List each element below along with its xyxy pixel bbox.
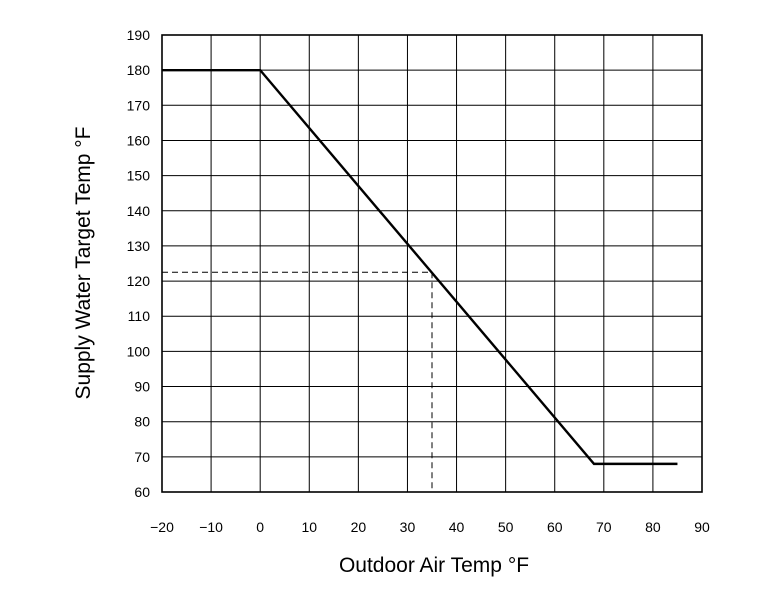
x-tick-label: 30 (400, 519, 416, 535)
series-layer (162, 68, 678, 466)
x-tick-label: 90 (694, 519, 710, 535)
y-tick-label: 70 (134, 449, 150, 465)
y-tick-label: 190 (127, 27, 151, 43)
y-tick-label: 180 (127, 62, 151, 78)
x-tick-label: 80 (645, 519, 661, 535)
x-tick-label: 70 (596, 519, 612, 535)
x-tick-labels: −20 −10 0 10 20 30 40 50 60 70 80 90 (150, 519, 710, 535)
y-tick-label: 150 (127, 168, 151, 184)
y-tick-label: 60 (134, 484, 150, 500)
y-tick-label: 170 (127, 97, 151, 113)
x-tick-label: 0 (256, 519, 264, 535)
x-tick-label: −20 (150, 519, 174, 535)
series-line (162, 68, 678, 466)
y-tick-label: 140 (127, 203, 151, 219)
y-tick-label: 130 (127, 238, 151, 254)
y-tick-labels: 190 180 170 160 150 140 130 120 110 100 90 80 70 60 (127, 27, 151, 500)
x-tick-label: 20 (351, 519, 367, 535)
y-tick-label: 80 (134, 414, 150, 430)
y-axis-title: Supply Water Target Temp °F (72, 127, 95, 400)
y-tick-label: 100 (127, 343, 151, 359)
x-tick-label: −10 (199, 519, 223, 535)
y-tick-label: 110 (128, 308, 151, 324)
x-tick-label: 10 (301, 519, 317, 535)
reference-guides (162, 271, 433, 492)
y-tick-label: 90 (134, 379, 150, 395)
y-tick-label: 160 (127, 132, 151, 148)
x-tick-label: 60 (547, 519, 563, 535)
plot-frame (161, 34, 703, 493)
x-tick-label: 50 (498, 519, 514, 535)
x-axis-title: Outdoor Air Temp °F (339, 554, 529, 577)
y-tick-label: 120 (127, 273, 151, 289)
x-tick-label: 40 (449, 519, 465, 535)
